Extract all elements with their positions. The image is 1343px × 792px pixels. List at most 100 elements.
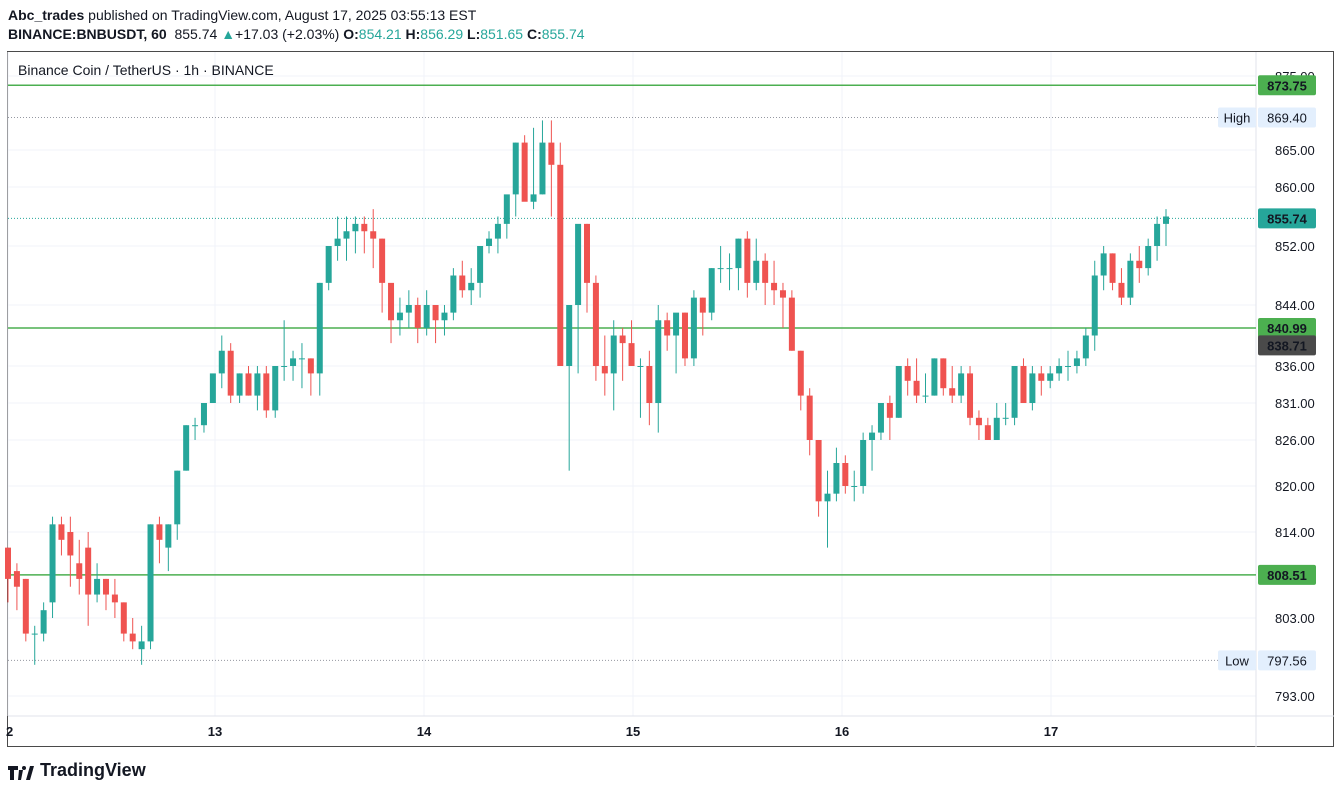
y-tick-label: 820.00 xyxy=(1275,479,1315,494)
candle-body xyxy=(272,366,279,411)
candle-body xyxy=(290,358,297,366)
candle-body xyxy=(1127,260,1134,298)
candle-body xyxy=(352,223,359,232)
close-label: C: xyxy=(526,26,542,42)
candle-body xyxy=(1011,366,1018,418)
candle-body xyxy=(1002,417,1009,419)
publish-info: Abc_trades published on TradingView.com,… xyxy=(8,6,476,24)
candle-body xyxy=(370,231,377,239)
x-tick-label: 13 xyxy=(208,724,222,739)
symbol-ohlc-line: BINANCE:BNBUSDT, 60 855.74 ▲+17.03 (+2.0… xyxy=(8,25,585,43)
price-change: +17.03 (+2.03%) xyxy=(235,26,340,42)
author-name[interactable]: Abc_trades xyxy=(8,7,85,23)
candle-body xyxy=(557,164,564,366)
candle-body xyxy=(129,633,136,642)
candle-body xyxy=(1029,373,1036,403)
candle-body xyxy=(824,493,831,502)
candle-body xyxy=(877,403,884,433)
candle-body xyxy=(138,641,145,650)
price-tag-box xyxy=(1258,335,1316,356)
y-tick-label: 865.00 xyxy=(1275,143,1315,158)
candle-body xyxy=(58,524,65,540)
candle-body xyxy=(94,578,101,595)
price-tag-value: 855.74 xyxy=(1267,211,1308,226)
candle-body xyxy=(486,238,493,246)
candle-body xyxy=(396,312,403,321)
candle-body xyxy=(681,312,688,359)
candle-body xyxy=(343,231,350,239)
candle-body xyxy=(530,194,537,202)
price-tag-box xyxy=(1258,107,1316,128)
price-tag-value: 838.71 xyxy=(1267,338,1307,353)
price-tag-box xyxy=(1258,650,1316,671)
price-tag-value: 873.75 xyxy=(1267,78,1307,93)
candle-body xyxy=(922,395,929,397)
candle-body xyxy=(1163,216,1169,224)
candle-body xyxy=(1020,366,1027,403)
candle-body xyxy=(851,486,858,487)
candle-body xyxy=(147,524,154,642)
candle-body xyxy=(1065,366,1072,367)
candle-body xyxy=(200,403,207,426)
candle-body xyxy=(1109,253,1116,283)
price-tag-box xyxy=(1258,317,1316,338)
candle-body xyxy=(975,417,982,426)
candle-body xyxy=(619,335,626,344)
candle-body xyxy=(183,425,190,471)
y-tick-label: 836.00 xyxy=(1275,359,1315,374)
price-tag-value: 840.99 xyxy=(1267,321,1307,336)
candle-body xyxy=(414,305,421,328)
candle-body xyxy=(1038,373,1045,381)
candle-body xyxy=(450,275,457,313)
candle-body xyxy=(441,312,448,321)
candle-body xyxy=(1073,358,1080,366)
candle-body xyxy=(477,246,484,283)
candle-body xyxy=(432,305,439,321)
candle-body xyxy=(539,142,546,195)
open-value: 854.21 xyxy=(358,26,402,42)
brand-name: TradingView xyxy=(40,760,146,780)
candle-body xyxy=(245,373,252,396)
price-tag-box xyxy=(1258,208,1316,229)
candle-body xyxy=(254,373,261,396)
candle-body xyxy=(76,563,83,579)
candle-body xyxy=(263,373,270,411)
candle-body xyxy=(931,358,938,396)
candle-body xyxy=(1082,335,1089,359)
candle-body xyxy=(379,238,386,283)
candle-body xyxy=(779,290,786,298)
candle-body xyxy=(726,268,733,270)
published-text: published on TradingView.com, August 17,… xyxy=(84,7,477,23)
candle-body xyxy=(120,602,127,634)
last-price: 855.74 xyxy=(174,26,218,42)
tradingview-logo[interactable]: TradingView xyxy=(8,760,146,781)
candle-body xyxy=(735,238,742,269)
candle-body xyxy=(708,268,715,313)
chart-title: Binance Coin / TetherUS · 1h · BINANCE xyxy=(18,62,274,78)
high-label: H: xyxy=(405,26,421,42)
candle-body xyxy=(209,373,216,403)
candle-body xyxy=(1145,246,1152,269)
candle-body xyxy=(459,275,466,291)
candle-body xyxy=(664,320,671,336)
y-tick-label: 860.00 xyxy=(1275,180,1315,195)
candle-body xyxy=(512,142,519,195)
candle-body xyxy=(913,380,920,396)
candle-body xyxy=(227,350,234,396)
candle-body xyxy=(67,532,74,556)
x-tick-label: 2 xyxy=(6,724,13,739)
candle-body xyxy=(1056,366,1063,374)
candle-body xyxy=(566,305,573,366)
candle-body xyxy=(958,373,965,396)
candle-body xyxy=(575,223,582,305)
candle-body xyxy=(218,350,225,374)
candle-body xyxy=(797,350,804,396)
candle-body xyxy=(325,246,332,283)
candle-body xyxy=(788,297,795,351)
candle-body xyxy=(1100,253,1107,276)
candle-body xyxy=(940,358,947,389)
candle-body xyxy=(298,358,305,360)
candle-body xyxy=(281,366,288,367)
price-tag-value: 808.51 xyxy=(1267,568,1307,583)
